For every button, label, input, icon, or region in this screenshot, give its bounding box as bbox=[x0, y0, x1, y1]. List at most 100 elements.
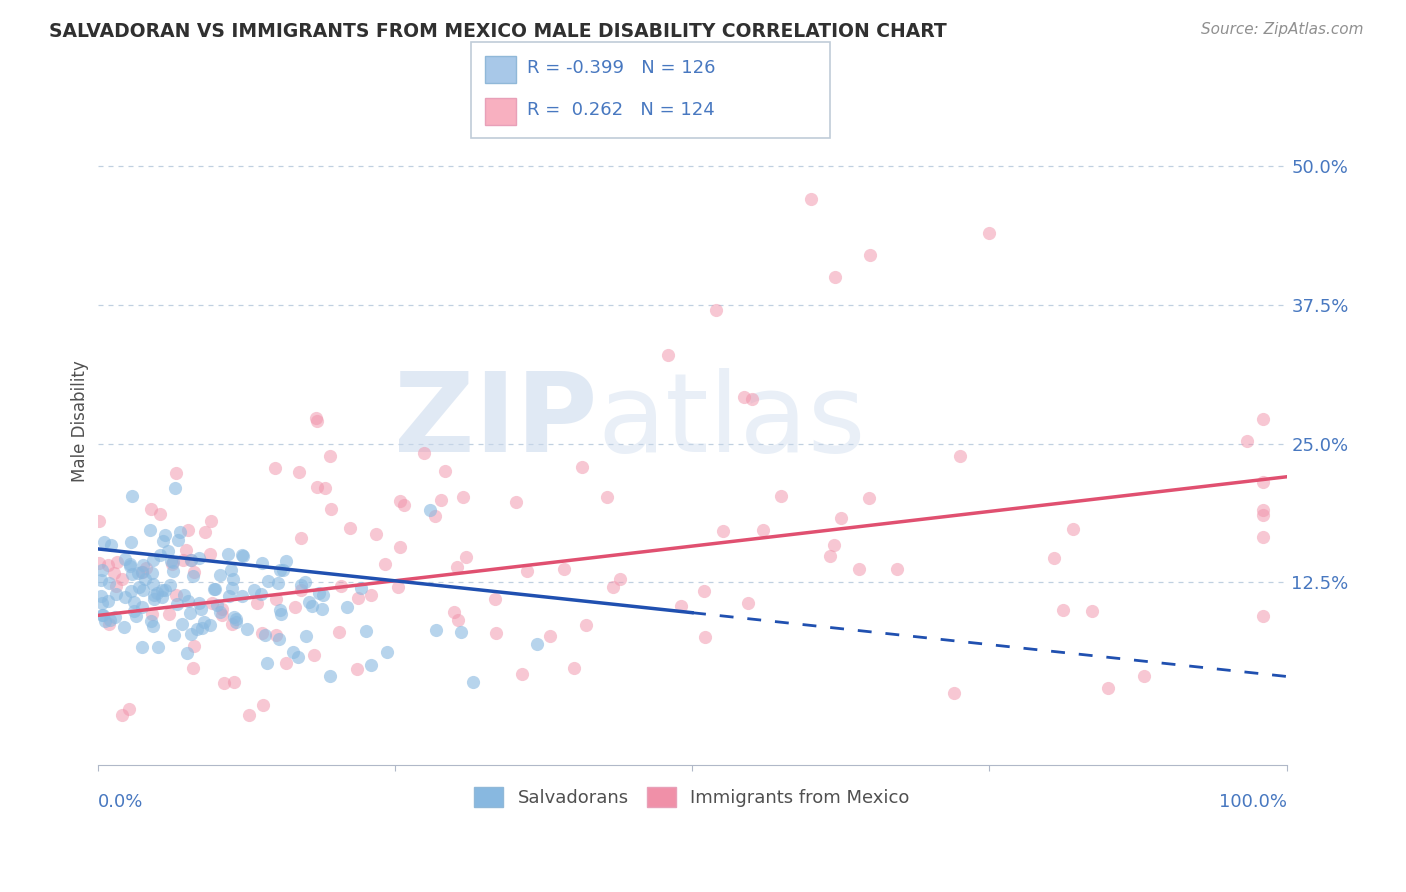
Point bbox=[142, 552, 165, 566]
Point bbox=[319, 449, 342, 463]
Point bbox=[294, 575, 316, 590]
Point bbox=[100, 538, 122, 552]
Point bbox=[800, 193, 823, 207]
Point bbox=[252, 698, 274, 712]
Point bbox=[254, 628, 277, 642]
Point bbox=[319, 669, 342, 683]
Point bbox=[167, 533, 190, 547]
Point bbox=[350, 581, 373, 595]
Point bbox=[155, 528, 177, 542]
Point bbox=[264, 592, 287, 607]
Point bbox=[575, 618, 598, 632]
Point bbox=[443, 605, 465, 619]
Point bbox=[186, 623, 208, 637]
Point bbox=[143, 588, 166, 602]
Point bbox=[146, 586, 169, 600]
Point bbox=[257, 574, 280, 589]
Point bbox=[430, 493, 453, 508]
Point bbox=[105, 555, 128, 569]
Point bbox=[419, 503, 441, 517]
Point bbox=[165, 466, 187, 480]
Point bbox=[389, 540, 412, 554]
Point bbox=[211, 602, 233, 616]
Point bbox=[132, 582, 155, 597]
Point bbox=[218, 589, 240, 603]
Point bbox=[595, 490, 617, 504]
Point bbox=[141, 566, 163, 581]
Point bbox=[162, 556, 184, 570]
Point bbox=[217, 547, 239, 561]
Point bbox=[1251, 475, 1274, 489]
Point bbox=[830, 511, 852, 525]
Text: 100.0%: 100.0% bbox=[1219, 793, 1286, 811]
Point bbox=[394, 498, 416, 512]
Point bbox=[264, 628, 287, 642]
Point bbox=[695, 631, 717, 645]
Point bbox=[526, 637, 548, 651]
Point bbox=[139, 523, 162, 537]
Point bbox=[328, 624, 350, 639]
Point bbox=[173, 589, 195, 603]
Point bbox=[270, 607, 292, 621]
Point bbox=[290, 531, 312, 545]
Point bbox=[198, 618, 221, 632]
Point bbox=[301, 599, 323, 613]
Point bbox=[250, 556, 273, 570]
Point bbox=[256, 657, 278, 671]
Point bbox=[194, 524, 217, 539]
Point bbox=[221, 581, 243, 595]
Point bbox=[425, 623, 447, 637]
Point bbox=[250, 587, 273, 601]
Point bbox=[162, 565, 184, 579]
Point bbox=[232, 549, 254, 563]
Point bbox=[1236, 434, 1258, 449]
Point bbox=[127, 566, 149, 580]
Point bbox=[693, 583, 716, 598]
Point bbox=[131, 565, 153, 579]
Point bbox=[271, 563, 294, 577]
Point bbox=[236, 622, 259, 636]
Point bbox=[366, 527, 388, 541]
Point bbox=[311, 602, 333, 616]
Point bbox=[121, 489, 143, 503]
Point bbox=[453, 490, 475, 504]
Point bbox=[219, 563, 242, 577]
Point bbox=[238, 708, 260, 723]
Point bbox=[269, 603, 291, 617]
Point bbox=[312, 588, 335, 602]
Point bbox=[287, 649, 309, 664]
Point bbox=[142, 619, 165, 633]
Point bbox=[135, 561, 157, 575]
Point bbox=[98, 613, 121, 627]
Text: atlas: atlas bbox=[598, 368, 866, 475]
Point bbox=[562, 660, 585, 674]
Point bbox=[281, 644, 304, 658]
Point bbox=[169, 525, 191, 540]
Point bbox=[131, 566, 153, 580]
Point bbox=[1251, 412, 1274, 426]
Point bbox=[305, 480, 328, 494]
Point bbox=[208, 568, 231, 582]
Point bbox=[288, 465, 311, 479]
Point bbox=[131, 640, 153, 655]
Point bbox=[225, 612, 247, 626]
Point bbox=[336, 599, 359, 614]
Point bbox=[1133, 669, 1156, 683]
Point bbox=[942, 686, 965, 700]
Point bbox=[264, 461, 287, 475]
Point bbox=[139, 501, 162, 516]
Point bbox=[90, 596, 112, 610]
Point bbox=[120, 584, 142, 599]
Point bbox=[148, 548, 170, 562]
Point bbox=[122, 595, 145, 609]
Point bbox=[91, 608, 114, 623]
Point bbox=[183, 639, 205, 653]
Point bbox=[284, 600, 307, 615]
Legend: Salvadorans, Immigrants from Mexico: Salvadorans, Immigrants from Mexico bbox=[467, 780, 917, 814]
Point bbox=[118, 557, 141, 571]
Point bbox=[485, 625, 508, 640]
Point bbox=[105, 587, 128, 601]
Point bbox=[711, 524, 734, 538]
Point bbox=[290, 578, 312, 592]
Point bbox=[143, 591, 166, 606]
